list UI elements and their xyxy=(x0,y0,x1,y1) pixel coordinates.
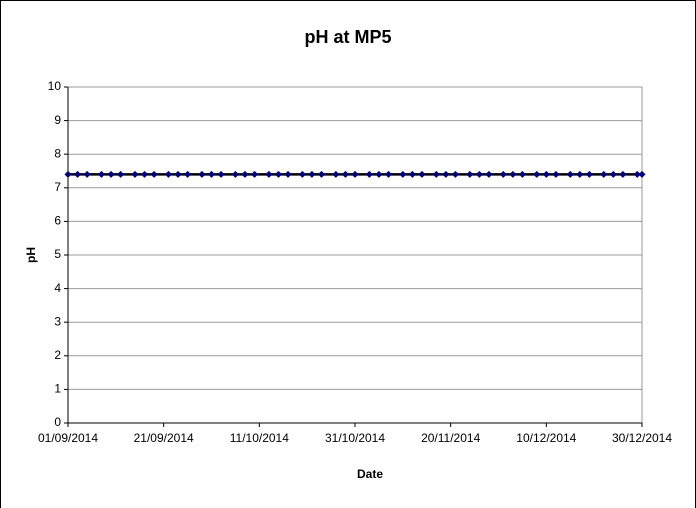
data-point xyxy=(408,170,416,178)
chart-title: pH at MP5 xyxy=(304,27,391,47)
data-point xyxy=(509,170,517,178)
data-point xyxy=(375,170,383,178)
x-tick-label: 11/10/2014 xyxy=(230,431,289,445)
data-point xyxy=(184,170,192,178)
y-tick-label: 9 xyxy=(54,113,61,127)
data-point xyxy=(518,170,526,178)
data-point xyxy=(609,170,617,178)
data-point xyxy=(475,170,483,178)
x-tick-label: 20/11/2014 xyxy=(421,431,480,445)
data-point xyxy=(318,170,326,178)
data-point xyxy=(466,170,474,178)
data-point xyxy=(585,170,593,178)
data-point xyxy=(638,170,646,178)
y-tick-label: 2 xyxy=(54,348,61,362)
data-point xyxy=(97,170,105,178)
x-tick-label: 01/09/2014 xyxy=(38,431,98,445)
y-tick-label: 4 xyxy=(54,281,61,295)
y-tick-label: 1 xyxy=(54,382,61,396)
data-point xyxy=(552,170,560,178)
data-point xyxy=(542,170,550,178)
data-point xyxy=(74,170,82,178)
data-point xyxy=(274,170,282,178)
x-tick-label: 31/10/2014 xyxy=(325,431,385,445)
x-tick-label: 30/12/2014 xyxy=(612,431,672,445)
data-point xyxy=(533,170,541,178)
data-point xyxy=(217,170,225,178)
data-point xyxy=(164,170,172,178)
x-tick-label: 21/09/2014 xyxy=(134,431,194,445)
data-point xyxy=(131,170,139,178)
data-point xyxy=(499,170,507,178)
x-axis-label: Date xyxy=(357,467,383,481)
data-point xyxy=(198,170,206,178)
data-point xyxy=(365,170,373,178)
data-point xyxy=(600,170,608,178)
data-point xyxy=(351,170,359,178)
data-point xyxy=(576,170,584,178)
data-point xyxy=(451,170,459,178)
y-tick-label: 0 xyxy=(54,415,61,429)
data-point xyxy=(265,170,273,178)
data-point xyxy=(241,170,249,178)
data-point xyxy=(284,170,292,178)
data-point xyxy=(117,170,125,178)
data-point xyxy=(83,170,91,178)
y-axis-label: pH xyxy=(24,247,38,263)
data-point xyxy=(298,170,306,178)
data-point xyxy=(485,170,493,178)
data-point xyxy=(399,170,407,178)
data-point xyxy=(208,170,215,178)
data-point xyxy=(251,170,259,178)
data-point xyxy=(174,170,182,178)
data-point xyxy=(64,170,72,178)
y-tick-label: 5 xyxy=(54,247,61,261)
y-tick-label: 6 xyxy=(54,214,61,228)
y-tick-label: 8 xyxy=(54,146,61,160)
data-point xyxy=(141,170,149,178)
data-point xyxy=(150,170,158,178)
y-tick-label: 3 xyxy=(54,314,61,328)
data-point xyxy=(418,170,426,178)
data-point xyxy=(231,170,239,178)
data-point xyxy=(107,170,115,178)
data-point xyxy=(332,170,340,178)
data-point xyxy=(619,170,627,178)
data-point xyxy=(566,170,574,178)
data-point xyxy=(432,170,440,178)
x-tick-label: 10/12/2014 xyxy=(516,431,576,445)
y-tick-label: 10 xyxy=(48,79,62,93)
data-point xyxy=(633,170,641,178)
data-point xyxy=(384,170,392,178)
y-tick-label: 7 xyxy=(54,180,61,194)
data-point xyxy=(442,170,450,178)
data-point xyxy=(341,170,349,178)
data-point xyxy=(308,170,316,178)
